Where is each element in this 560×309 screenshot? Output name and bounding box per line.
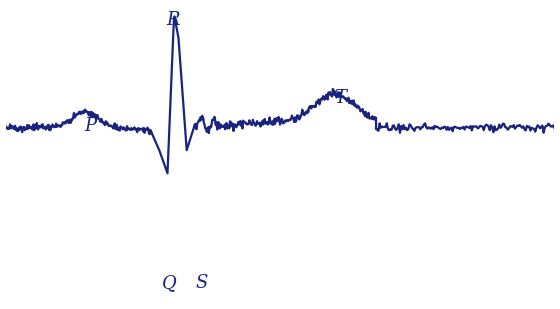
Text: P: P bbox=[85, 117, 97, 135]
Text: R: R bbox=[166, 11, 180, 29]
Text: Q: Q bbox=[162, 274, 176, 292]
Text: S: S bbox=[196, 274, 208, 292]
Text: T: T bbox=[334, 90, 347, 108]
